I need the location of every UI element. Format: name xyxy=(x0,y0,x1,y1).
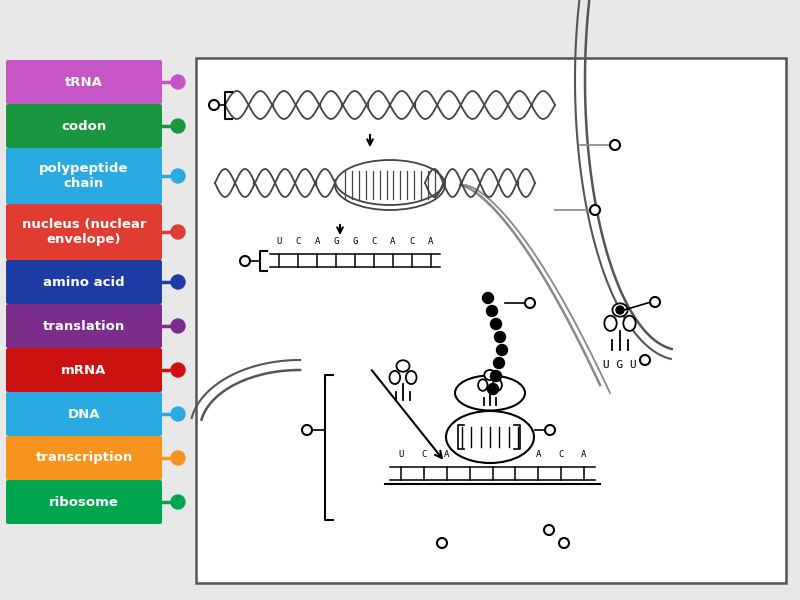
Text: A: A xyxy=(444,450,450,459)
Ellipse shape xyxy=(406,371,417,384)
Text: U: U xyxy=(277,237,282,246)
Text: C: C xyxy=(513,450,518,459)
Circle shape xyxy=(171,75,185,89)
Circle shape xyxy=(616,306,624,314)
Text: ribosome: ribosome xyxy=(49,496,119,509)
Ellipse shape xyxy=(493,379,502,391)
Text: codon: codon xyxy=(62,119,106,133)
Circle shape xyxy=(171,495,185,509)
Text: C: C xyxy=(558,450,563,459)
Circle shape xyxy=(171,169,185,183)
Ellipse shape xyxy=(478,379,487,391)
Ellipse shape xyxy=(623,316,636,331)
Circle shape xyxy=(437,538,447,548)
Circle shape xyxy=(559,538,569,548)
Circle shape xyxy=(302,425,312,435)
Circle shape xyxy=(545,425,555,435)
Text: C: C xyxy=(422,450,427,459)
FancyBboxPatch shape xyxy=(6,480,162,524)
Ellipse shape xyxy=(397,360,410,372)
FancyBboxPatch shape xyxy=(6,304,162,348)
Circle shape xyxy=(171,451,185,465)
Text: G: G xyxy=(467,450,473,459)
FancyBboxPatch shape xyxy=(6,204,162,260)
Text: G: G xyxy=(490,450,495,459)
Text: G: G xyxy=(334,237,338,246)
Text: polypeptide
chain: polypeptide chain xyxy=(39,162,129,190)
Circle shape xyxy=(490,319,502,329)
Text: G: G xyxy=(352,237,358,246)
Text: mRNA: mRNA xyxy=(62,364,106,377)
FancyBboxPatch shape xyxy=(6,392,162,436)
Text: translation: translation xyxy=(43,319,125,332)
Circle shape xyxy=(490,370,502,382)
Text: A: A xyxy=(314,237,320,246)
Ellipse shape xyxy=(613,304,628,317)
Ellipse shape xyxy=(446,411,534,463)
Text: A: A xyxy=(390,237,395,246)
Ellipse shape xyxy=(335,160,445,210)
Text: C: C xyxy=(296,237,301,246)
Circle shape xyxy=(525,298,535,308)
FancyBboxPatch shape xyxy=(196,58,786,583)
Text: DNA: DNA xyxy=(68,407,100,421)
Circle shape xyxy=(171,407,185,421)
FancyBboxPatch shape xyxy=(6,436,162,480)
FancyBboxPatch shape xyxy=(6,148,162,204)
Circle shape xyxy=(240,256,250,266)
Circle shape xyxy=(640,355,650,365)
Circle shape xyxy=(171,225,185,239)
Text: A: A xyxy=(428,237,434,246)
Circle shape xyxy=(486,305,498,317)
Text: C: C xyxy=(409,237,414,246)
Circle shape xyxy=(544,525,554,535)
Circle shape xyxy=(482,292,494,304)
Circle shape xyxy=(610,140,620,150)
FancyBboxPatch shape xyxy=(6,260,162,304)
Circle shape xyxy=(209,100,219,110)
Text: C: C xyxy=(371,237,377,246)
Circle shape xyxy=(487,383,498,395)
Circle shape xyxy=(494,358,505,368)
Circle shape xyxy=(171,119,185,133)
Text: amino acid: amino acid xyxy=(43,275,125,289)
Circle shape xyxy=(171,275,185,289)
Circle shape xyxy=(590,205,600,215)
Ellipse shape xyxy=(390,371,400,384)
Text: U: U xyxy=(398,450,404,459)
Text: tRNA: tRNA xyxy=(65,76,103,88)
Text: nucleus (nuclear
envelope): nucleus (nuclear envelope) xyxy=(22,218,146,246)
Text: A: A xyxy=(581,450,586,459)
FancyBboxPatch shape xyxy=(6,104,162,148)
FancyBboxPatch shape xyxy=(6,60,162,104)
FancyBboxPatch shape xyxy=(6,348,162,392)
Text: U G U: U G U xyxy=(603,360,637,370)
Ellipse shape xyxy=(604,316,617,331)
Circle shape xyxy=(650,297,660,307)
Text: A: A xyxy=(535,450,541,459)
Ellipse shape xyxy=(484,370,496,380)
Circle shape xyxy=(171,363,185,377)
Text: transcription: transcription xyxy=(35,451,133,464)
Circle shape xyxy=(497,344,507,355)
Circle shape xyxy=(171,319,185,333)
Ellipse shape xyxy=(455,376,525,410)
Circle shape xyxy=(494,331,506,343)
